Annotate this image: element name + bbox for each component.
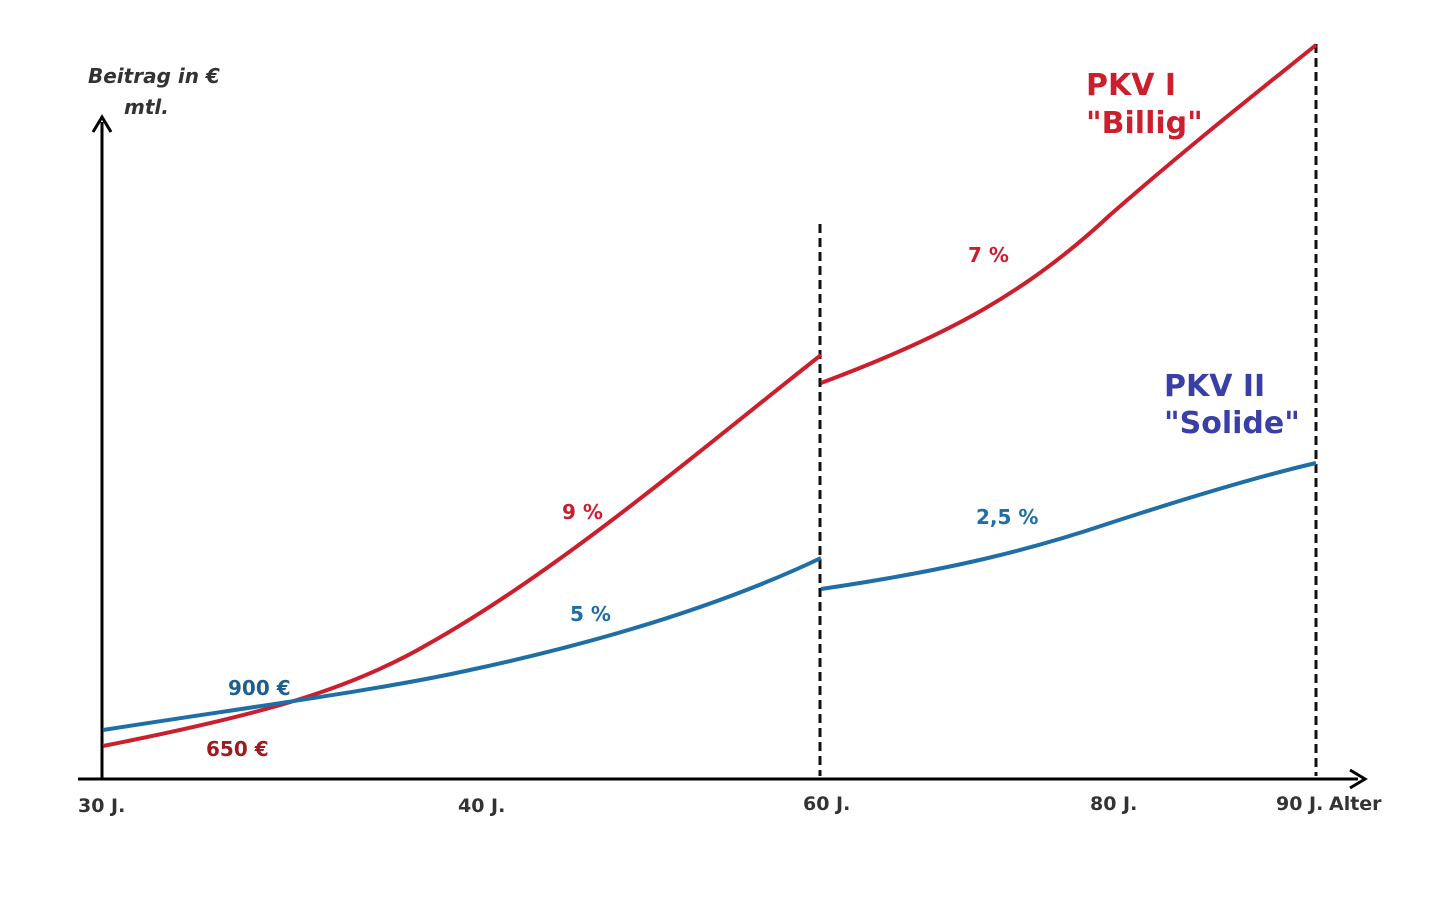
pkv1-name-line1: PKV I: [1086, 68, 1176, 103]
y-axis-label-line2: mtl.: [124, 95, 169, 119]
series-pkv1-phase1-line: [102, 353, 823, 748]
pkv1-start-label: 650 €: [206, 737, 269, 761]
y-axis-label-line1: Beitrag in €: [88, 64, 220, 88]
pkv1-rate-phase1-label: 9 %: [562, 500, 603, 524]
pkv2-name-line1: PKV II: [1164, 369, 1265, 404]
pkv2-rate-phase2-label: 2,5 %: [976, 505, 1038, 529]
x-tick-60: 60 J.: [803, 793, 850, 815]
x-axis-arrow-icon: [1349, 768, 1368, 790]
x-axis-label: Alter: [1329, 793, 1382, 815]
x-tick-90: 90 J.: [1276, 793, 1323, 815]
pkv2-rate-phase1-label: 5 %: [570, 602, 611, 626]
pkv2-start-label: 900 €: [228, 676, 291, 700]
x-tick-40: 40 J.: [458, 795, 505, 817]
pkv1-rate-phase2-label: 7 %: [968, 243, 1009, 267]
series-pkv2-phase2-line: [820, 461, 1317, 591]
x-tick-30: 30 J.: [78, 795, 125, 817]
series-pkv2-phase1-line: [102, 556, 822, 732]
y-axis-arrow-icon: [91, 114, 113, 133]
pkv2-name-line2: "Solide": [1164, 406, 1300, 441]
series-pkv1-phase2-line: [820, 43, 1318, 385]
pkv1-name-line2: "Billig": [1086, 106, 1203, 141]
x-tick-80: 80 J.: [1090, 793, 1137, 815]
